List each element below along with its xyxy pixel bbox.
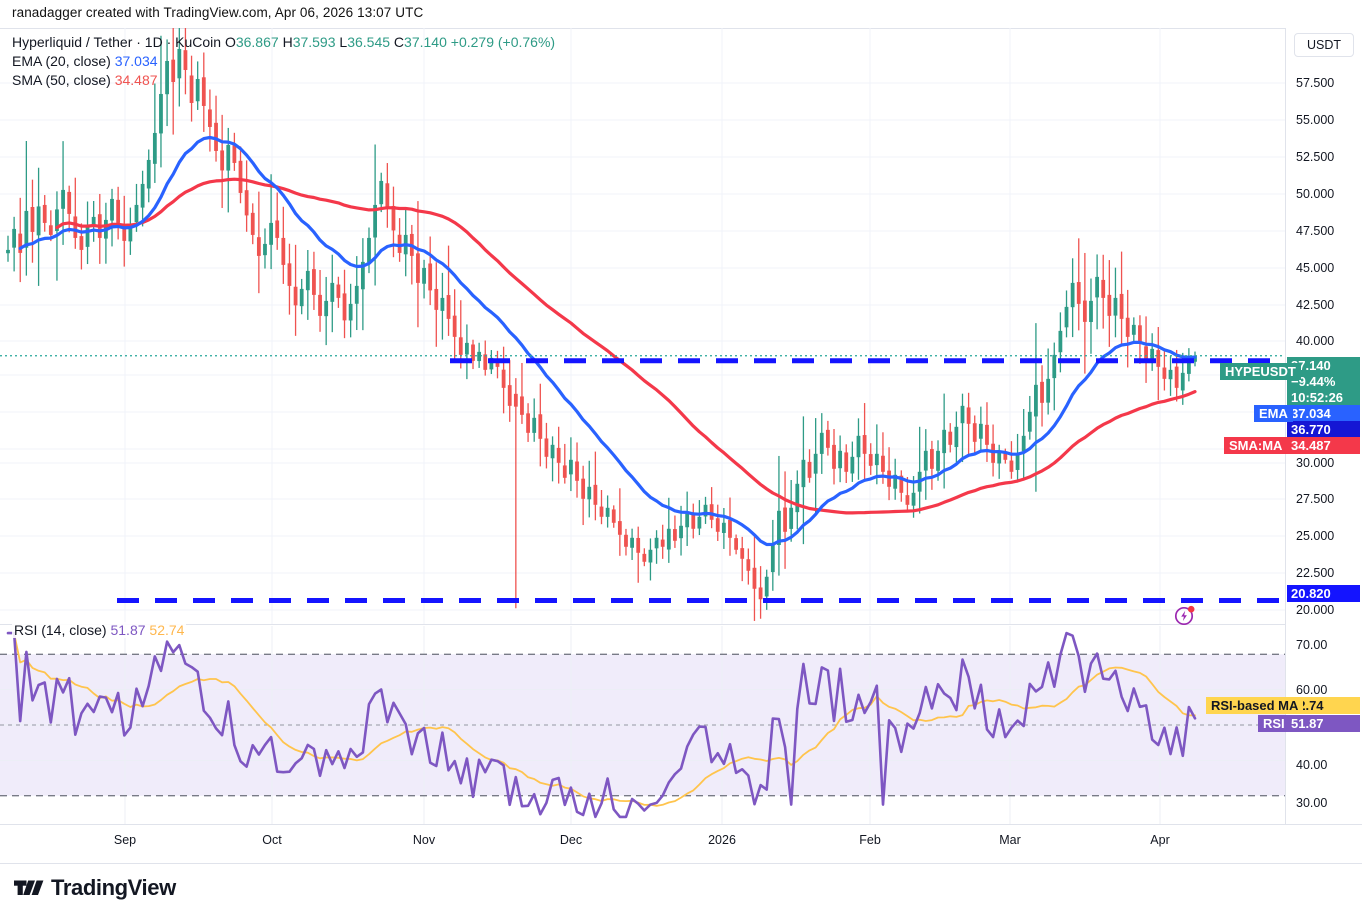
price-plot [0, 28, 1285, 624]
legend-close-value: 37.140 [404, 34, 447, 50]
price-tick: 57.500 [1296, 76, 1335, 90]
price-tick: 22.500 [1296, 566, 1335, 580]
price-tick: 50.000 [1296, 187, 1335, 201]
rsi-legend-name: RSI (14, close) [14, 622, 107, 638]
legend-close-label: C [393, 34, 405, 50]
time-axis-label: Dec [559, 833, 583, 847]
legend-sma-row[interactable]: SMA (50, close) 34.487 [12, 71, 555, 90]
rsi-legend[interactable]: RSI (14, close) 51.87 52.74 [12, 622, 187, 638]
price-tick: 52.500 [1296, 150, 1335, 164]
tradingview-mark-icon [14, 880, 44, 895]
time-axis-label: Feb [859, 833, 881, 847]
price-tick: 47.500 [1296, 224, 1335, 238]
price-tick: 30.000 [1296, 456, 1335, 470]
price-tick: 27.500 [1296, 492, 1335, 506]
tag-ema-value[interactable]: 37.034 [1287, 405, 1360, 422]
legend-symbol-row[interactable]: Hyperliquid / Tether · 1D · KuCoin O36.8… [12, 33, 555, 52]
legend-symbol: Hyperliquid / Tether · 1D · KuCoin [12, 34, 222, 50]
legend-ema-row[interactable]: EMA (20, close) 37.034 [12, 52, 555, 71]
legend-low-value: 36.545 [347, 34, 391, 50]
tag-ema-secondary-value[interactable]: 36.770 [1287, 421, 1360, 438]
legend-high-value: 37.593 [292, 34, 336, 50]
legend-change: +0.279 (+0.76%) [450, 34, 556, 50]
legend-open-value: 36.867 [235, 34, 279, 50]
time-axis-label: Oct [262, 833, 282, 847]
time-axis-label: Apr [1150, 833, 1170, 847]
tag-last-price-timer: 10:52:26 [1291, 390, 1344, 405]
time-axis-divider [0, 824, 1362, 825]
tag-rsi-value[interactable]: 51.87 [1287, 715, 1360, 732]
tradingview-wordmark: TradingView [51, 875, 176, 900]
badge-ema[interactable]: EMA [1254, 405, 1293, 422]
legend-sma-value: 34.487 [114, 72, 158, 88]
rsi-pane[interactable] [0, 626, 1285, 824]
legend-sma-name: SMA (50, close) [12, 72, 111, 88]
tag-sma-value[interactable]: 34.487 [1287, 437, 1360, 454]
rsi-legend-value: 51.87 [110, 622, 146, 638]
time-axis-label: Sep [113, 833, 137, 847]
legend-ema-name: EMA (20, close) [12, 53, 111, 69]
lightning-alert-icon[interactable] [1174, 604, 1196, 626]
attribution-text: ranadagger created with TradingView.com,… [12, 5, 424, 20]
badge-rsi-based-ma[interactable]: RSI-based MA [1206, 697, 1304, 714]
tag-support-level[interactable]: 20.820 [1287, 585, 1360, 602]
chart-frame [0, 28, 1362, 864]
price-tick: 42.500 [1296, 298, 1335, 312]
price-tick: 25.000 [1296, 529, 1335, 543]
badge-rsi[interactable]: RSI [1258, 715, 1290, 732]
time-axis-label: Nov [412, 833, 436, 847]
tag-last-price-change: −9.44% [1291, 374, 1336, 389]
tradingview-logo[interactable]: TradingView [14, 875, 176, 901]
rsi-plot [0, 626, 1285, 824]
legend-low-label: L [339, 34, 348, 50]
rsi-tick: 40.00 [1296, 758, 1328, 772]
tag-last-price-value: 37.140 [1291, 358, 1331, 373]
price-tick: 20.000 [1296, 603, 1335, 617]
price-tick: 55.000 [1296, 113, 1335, 127]
rsi-legend-ma-value: 52.74 [149, 622, 185, 638]
rsi-tick: 60.00 [1296, 683, 1328, 697]
pane-divider [0, 624, 1285, 625]
currency-unit-box[interactable]: USDT [1294, 33, 1354, 57]
legend-open-label: O [224, 34, 236, 50]
rsi-tick: 30.00 [1296, 796, 1328, 810]
price-tick: 40.000 [1296, 334, 1335, 348]
badge-hypeusdt[interactable]: HYPEUSDT [1220, 363, 1301, 380]
time-axis[interactable]: Sep Oct Nov Dec 2026 Feb Mar Apr [0, 825, 1285, 864]
price-legend: Hyperliquid / Tether · 1D · KuCoin O36.8… [12, 33, 555, 90]
rsi-tick: 70.00 [1296, 638, 1328, 652]
price-axis-divider [1285, 28, 1286, 824]
footer: TradingView [0, 864, 1362, 919]
time-axis-label: 2026 [708, 833, 736, 847]
legend-high-label: H [282, 34, 293, 50]
badge-sma[interactable]: SMA:MA [1224, 437, 1288, 454]
time-axis-label: Mar [999, 833, 1021, 847]
legend-ema-value: 37.034 [114, 53, 158, 69]
price-tick: 45.000 [1296, 261, 1335, 275]
price-pane[interactable] [0, 28, 1285, 624]
